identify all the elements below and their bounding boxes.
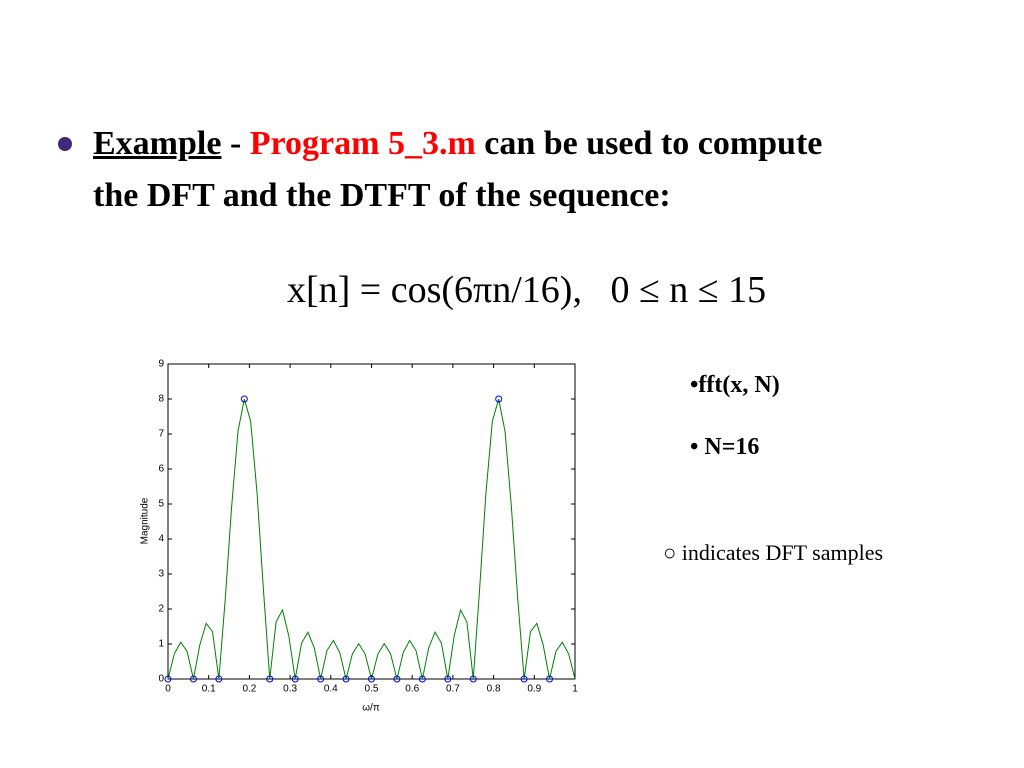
y-tick-label: 6 [158,464,164,475]
marker [368,675,375,683]
x-tick-label: 1 [572,684,578,695]
y-tick-label: 2 [158,604,164,615]
x-tick-label: 0.9 [527,684,541,695]
marker [291,675,299,683]
y-tick-label: 0 [158,674,164,685]
marker [215,675,223,683]
equation: x[n] = cos(6πn/16), 0 ≤ n ≤ 15 [287,269,767,311]
marker [164,675,172,683]
y-axis-label: Magnitude [140,497,151,544]
marker [393,675,401,683]
x-tick-label: 0.5 [365,684,379,695]
x-tick-label: 0.3 [283,684,297,695]
y-tick-label: 9 [158,359,164,370]
marker [266,675,274,683]
bullet-dot [58,137,72,151]
marker [546,675,554,683]
marker [444,675,452,683]
y-tick-label: 1 [158,639,164,650]
y-tick-label: 3 [158,569,164,580]
marker [520,675,528,683]
line [167,398,576,680]
x-axis-label: ω/π [362,703,380,714]
marker [189,675,197,683]
y-tick-label: 7 [158,429,164,440]
x-tick-label: 0.6 [405,684,419,695]
program-name: Program 5_3.m [249,125,476,162]
marker [342,675,350,683]
plot-frame [167,363,576,680]
separator: - [229,125,242,162]
marker [317,675,325,683]
bullet-text: Example - Program 5_3.m can be used to c… [93,118,873,222]
marker [469,675,477,683]
x-tick-label: 0.2 [242,684,256,695]
y-tick-label: 4 [158,534,164,545]
bullet-body: can be used to compute the DFT and the D… [93,125,823,214]
y-tick-label: 5 [158,499,164,510]
marker [495,395,503,403]
x-tick-label: 0.7 [446,684,460,695]
y-tick-label: 8 [158,394,164,405]
note: • N=16 [690,434,760,460]
x-tick-label: 0.8 [487,684,501,695]
marker [418,675,426,683]
x-tick-label: 0 [165,684,171,695]
legend-note: ○ indicates DFT samples [663,540,884,565]
x-tick-label: 0.1 [202,684,216,695]
example-label: Example [93,125,222,162]
marker [240,395,248,403]
note: •fft(x, N) [690,372,780,398]
x-tick-label: 0.4 [324,684,338,695]
